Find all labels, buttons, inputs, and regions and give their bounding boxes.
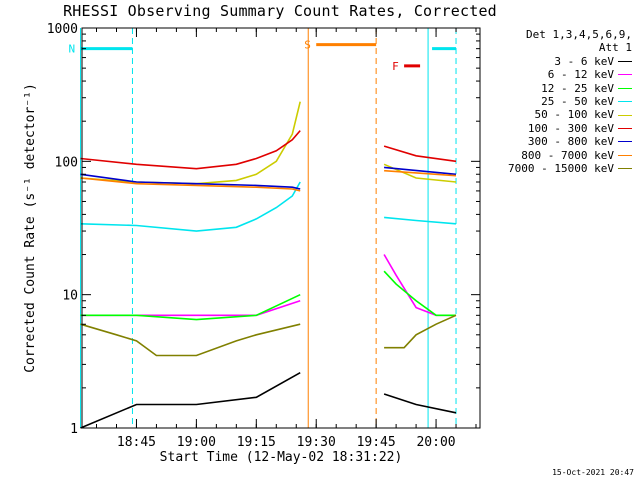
y-tick-label-2: 100	[55, 155, 78, 170]
legend-swatch	[618, 101, 632, 103]
x-tick-label-3: 19:30	[297, 435, 336, 450]
series-line-0-part-0	[80, 372, 301, 429]
legend-header-detectors: Det 1,3,4,5,6,9,	[526, 28, 632, 41]
chart-title: RHESSI Observing Summary Count Rates, Co…	[63, 2, 497, 20]
series-line-1-part-0	[80, 300, 301, 317]
legend-entry-label: 3 - 6 keV	[554, 54, 614, 68]
legend-swatch	[618, 61, 632, 63]
legend-entry: 100 - 300 keV	[508, 122, 632, 135]
x-tick-label-5: 20:00	[416, 435, 455, 450]
legend-entry-label: 300 - 800 keV	[527, 135, 614, 149]
legend-entries: 3 - 6 keV 6 - 12 keV 12 - 25 keV 25 - 50 ke…	[508, 55, 632, 176]
series-line-8-part-0	[80, 323, 301, 357]
legend-swatch	[618, 154, 632, 156]
x-tick-label-1: 19:00	[177, 435, 216, 450]
legend-entry-label: 12 - 25 keV	[541, 81, 614, 95]
series-line-3-part-1	[384, 216, 457, 225]
legend-entry: 12 - 25 keV	[508, 82, 632, 95]
y-tick-label-1: 10	[62, 289, 78, 304]
annotation-label-1: S	[304, 39, 311, 52]
series-line-4-part-0	[80, 101, 301, 185]
series-line-6-part-0	[80, 173, 301, 190]
x-tick-label-2: 19:15	[237, 435, 276, 450]
legend: Det 1,3,4,5,6,9, Att 1 3 - 6 keV 6 - 12 k…	[508, 28, 632, 175]
legend-swatch	[618, 141, 632, 143]
y-axis-label: Corrected Count Rate (s⁻¹ detector⁻¹)	[23, 83, 38, 373]
legend-entry: 25 - 50 keV	[508, 95, 632, 108]
legend-entry: 3 - 6 keV	[508, 55, 632, 68]
series-line-8-part-1	[384, 314, 457, 349]
legend-entry: 6 - 12 keV	[508, 68, 632, 81]
series-line-7-part-0	[80, 177, 301, 192]
annotation-label-2: F	[392, 60, 399, 73]
y-tick-label-0: 1	[70, 422, 78, 437]
legend-entry: 50 - 100 keV	[508, 108, 632, 121]
legend-entry-label: 7000 - 15000 keV	[508, 162, 614, 176]
series-line-1-part-1	[383, 254, 456, 317]
x-tick-label-4: 19:45	[357, 435, 396, 450]
x-tick-label-0: 18:45	[117, 435, 156, 450]
series-line-5-part-0	[80, 130, 301, 170]
legend-entry-label: 800 - 7000 keV	[521, 148, 614, 162]
legend-entry-label: 50 - 100 keV	[534, 108, 614, 122]
series-line-2-part-1	[383, 270, 456, 317]
series-line-6-part-1	[384, 166, 457, 176]
legend-swatch	[618, 114, 632, 116]
legend-entry: 800 - 7000 keV	[508, 149, 632, 162]
legend-entry-label: 6 - 12 keV	[547, 68, 614, 82]
annotation-label-0: N	[69, 43, 76, 56]
legend-entry: 7000 - 15000 keV	[508, 162, 632, 175]
y-tick-label-3: 1000	[47, 22, 78, 37]
legend-header-attenuator: Att 1	[598, 41, 632, 55]
legend-swatch	[618, 128, 632, 130]
legend-entry-label: 100 - 300 keV	[527, 121, 614, 135]
legend-swatch	[618, 74, 632, 76]
series-line-7-part-1	[384, 169, 457, 177]
legend-entry: 300 - 800 keV	[508, 135, 632, 148]
generated-timestamp: 15-Oct-2021 20:47	[552, 468, 634, 477]
legend-entry-label: 25 - 50 keV	[541, 95, 614, 109]
plot-frame	[81, 27, 481, 429]
series-line-2-part-0	[80, 293, 301, 321]
series-line-3-part-0	[80, 181, 301, 232]
legend-swatch	[618, 168, 632, 170]
series-line-0-part-1	[383, 393, 457, 414]
legend-swatch	[618, 87, 632, 89]
x-axis-label: Start Time (12-May-02 18:31:22)	[160, 450, 403, 465]
series-line-5-part-1	[383, 145, 457, 163]
